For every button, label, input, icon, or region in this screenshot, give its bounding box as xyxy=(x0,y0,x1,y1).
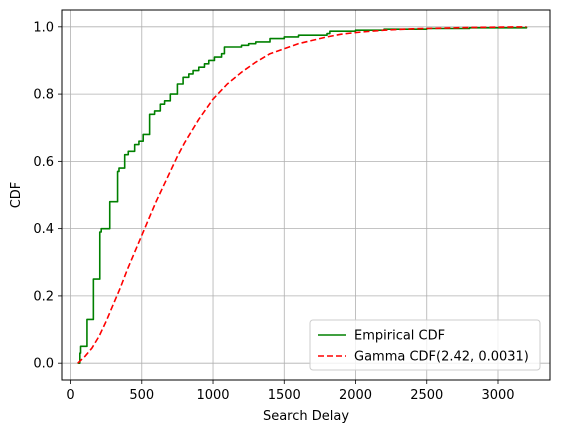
x-tick-label: 3000 xyxy=(481,388,514,403)
y-tick-label: 0.2 xyxy=(33,289,54,304)
x-tick-label: 2000 xyxy=(339,388,372,403)
legend-label-gamma: Gamma CDF(2.42, 0.0031) xyxy=(354,350,529,365)
legend-box xyxy=(309,319,541,371)
x-tick-label: 1500 xyxy=(268,388,301,403)
series-line-1 xyxy=(77,26,527,364)
x-axis-ticks: 0 500 1000 1500 2000 2500 3000 xyxy=(66,380,515,403)
y-tick-label: 0.0 xyxy=(33,357,54,372)
series-lines xyxy=(77,26,528,364)
grid-lines xyxy=(62,10,550,380)
x-tick-label: 1000 xyxy=(196,388,229,403)
y-tick-label: 0.6 xyxy=(33,155,54,170)
x-tick-label: 500 xyxy=(129,388,154,403)
plot-frame xyxy=(61,9,551,381)
y-axis-label: CDF xyxy=(9,182,24,209)
y-axis-ticks: 0.0 0.2 0.4 0.6 0.8 1.0 xyxy=(33,20,62,372)
y-tick-label: 0.8 xyxy=(33,88,54,103)
x-tick-label: 2500 xyxy=(410,388,443,403)
x-tick-label: 0 xyxy=(66,388,74,403)
legend: Empirical CDF Gamma CDF(2.42, 0.0031) xyxy=(309,319,541,371)
x-axis-label: Search Delay xyxy=(263,409,349,424)
series-line-0 xyxy=(77,26,528,364)
y-tick-label: 0.4 xyxy=(33,222,54,237)
y-tick-label: 1.0 xyxy=(33,20,54,35)
legend-label-empirical: Empirical CDF xyxy=(354,329,445,344)
